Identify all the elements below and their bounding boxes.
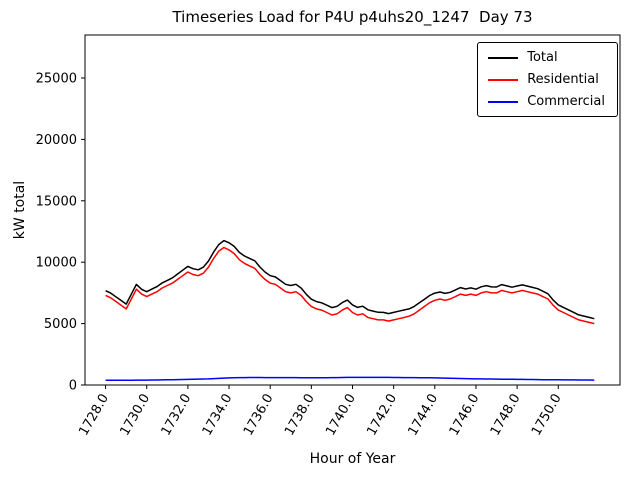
y-tick-label: 10000 xyxy=(36,256,77,271)
legend-line-swatch-total xyxy=(488,56,519,59)
x-tick-label: 1746.0 xyxy=(447,392,483,439)
legend-entry-residential: Residential xyxy=(488,72,605,87)
y-tick-label: 5000 xyxy=(44,317,77,332)
legend-line-swatch-commercial xyxy=(488,100,519,103)
x-tick-label: 1748.0 xyxy=(488,392,524,439)
legend-entry-commercial: Commercial xyxy=(488,94,605,109)
x-tick-label: 1728.0 xyxy=(76,392,112,439)
x-tick-label: 1750.0 xyxy=(529,392,565,439)
x-tick-label: 1732.0 xyxy=(159,392,195,439)
y-tick-label: 25000 xyxy=(36,71,77,86)
x-tick-label: 1740.0 xyxy=(323,392,359,439)
x-tick-label: 1730.0 xyxy=(117,392,153,439)
x-tick-label: 1742.0 xyxy=(364,392,400,439)
y-tick-label: 15000 xyxy=(36,194,77,209)
y-tick-label: 0 xyxy=(69,379,77,394)
series-line-residential xyxy=(105,246,595,325)
legend-label-commercial: Commercial xyxy=(527,94,605,109)
series-line-commercial xyxy=(105,376,595,382)
x-tick-label: 1744.0 xyxy=(406,392,442,439)
legend-line-swatch-residential xyxy=(488,78,519,81)
y-tick-label: 20000 xyxy=(36,133,77,148)
x-axis-label: Hour of Year xyxy=(309,451,396,467)
chart-title: Timeseries Load for P4U p4uhs20_1247 Day… xyxy=(172,8,533,26)
x-tick-label: 1738.0 xyxy=(282,392,318,439)
x-tick-label: 1734.0 xyxy=(200,392,236,439)
x-tick-label: 1736.0 xyxy=(241,392,277,439)
legend-label-total: Total xyxy=(527,50,558,65)
legend: Total Residential Commercial xyxy=(477,42,618,117)
series-line-total xyxy=(105,239,595,320)
legend-entry-total: Total xyxy=(488,50,605,65)
legend-label-residential: Residential xyxy=(527,72,599,87)
